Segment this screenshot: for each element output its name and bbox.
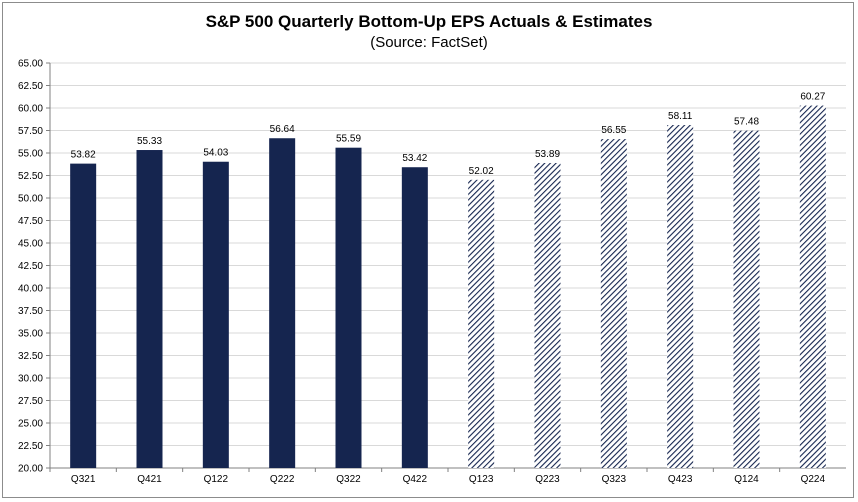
x-tick-label: Q123 bbox=[469, 474, 494, 485]
y-tick-label: 32.50 bbox=[18, 351, 43, 362]
x-tick-label: Q323 bbox=[602, 474, 627, 485]
x-tick-label: Q422 bbox=[403, 474, 428, 485]
y-tick-label: 22.50 bbox=[18, 441, 43, 452]
data-label: 58.11 bbox=[668, 111, 693, 122]
y-tick-label: 52.50 bbox=[18, 171, 43, 182]
data-label: 57.48 bbox=[734, 117, 759, 128]
x-tick-label: Q124 bbox=[734, 474, 759, 485]
x-tick-label: Q122 bbox=[204, 474, 229, 485]
y-tick-label: 60.00 bbox=[18, 104, 43, 115]
bar-q124 bbox=[733, 130, 760, 468]
y-tick-label: 40.00 bbox=[18, 284, 43, 295]
x-tick-label: Q224 bbox=[801, 474, 826, 485]
bar-q323 bbox=[600, 139, 627, 469]
x-tick-label: Q223 bbox=[535, 474, 560, 485]
labels: 20.00 22.50 25.00 27.50 30.00 32.50 35.00 37.50… bbox=[18, 59, 826, 486]
y-tick-label: 25.00 bbox=[18, 419, 43, 430]
bar-q422 bbox=[401, 167, 428, 468]
bar-q322 bbox=[335, 147, 362, 468]
data-label: 55.59 bbox=[336, 134, 361, 145]
y-tick-label: 57.50 bbox=[18, 126, 43, 137]
x-tick-label: Q423 bbox=[668, 474, 693, 485]
y-tick-label: 27.50 bbox=[18, 396, 43, 407]
y-tick-label: 42.50 bbox=[18, 261, 43, 272]
data-label: 53.82 bbox=[71, 150, 96, 161]
y-tick-label: 65.00 bbox=[18, 59, 43, 70]
x-tick-label: Q322 bbox=[336, 474, 361, 485]
data-label: 56.64 bbox=[270, 124, 295, 135]
bar-q222 bbox=[269, 138, 296, 469]
bar-q321 bbox=[70, 163, 97, 468]
x-tick-label: Q222 bbox=[270, 474, 295, 485]
y-tick-label: 37.50 bbox=[18, 306, 43, 317]
x-tick-label: Q321 bbox=[71, 474, 96, 485]
bars bbox=[70, 105, 826, 469]
bar-q122 bbox=[202, 161, 229, 469]
data-label: 53.89 bbox=[535, 149, 560, 160]
bar-q123 bbox=[468, 179, 495, 468]
y-tick-label: 30.00 bbox=[18, 374, 43, 385]
chart-subtitle: (Source: FactSet) bbox=[370, 34, 488, 51]
data-label: 60.27 bbox=[800, 92, 825, 103]
x-tick-label: Q421 bbox=[137, 474, 162, 485]
bar-q423 bbox=[667, 125, 694, 468]
data-label: 52.02 bbox=[469, 166, 494, 177]
bar-q224 bbox=[799, 105, 826, 468]
bar-q421 bbox=[136, 150, 163, 468]
chart-title: S&P 500 Quarterly Bottom-Up EPS Actuals … bbox=[205, 12, 653, 31]
grid-lines bbox=[50, 62, 846, 469]
y-tick-label: 55.00 bbox=[18, 149, 43, 160]
data-label: 54.03 bbox=[203, 148, 228, 159]
y-tick-label: 62.50 bbox=[18, 81, 43, 92]
bar-q223 bbox=[534, 162, 561, 469]
data-label: 56.55 bbox=[601, 125, 626, 136]
y-tick-label: 45.00 bbox=[18, 239, 43, 250]
y-tick-label: 20.00 bbox=[18, 464, 43, 475]
data-label: 53.42 bbox=[402, 153, 427, 164]
axes bbox=[46, 62, 846, 472]
y-tick-label: 35.00 bbox=[18, 329, 43, 340]
y-tick-label: 47.50 bbox=[18, 216, 43, 227]
y-tick-label: 50.00 bbox=[18, 194, 43, 205]
data-label: 55.33 bbox=[137, 136, 162, 147]
